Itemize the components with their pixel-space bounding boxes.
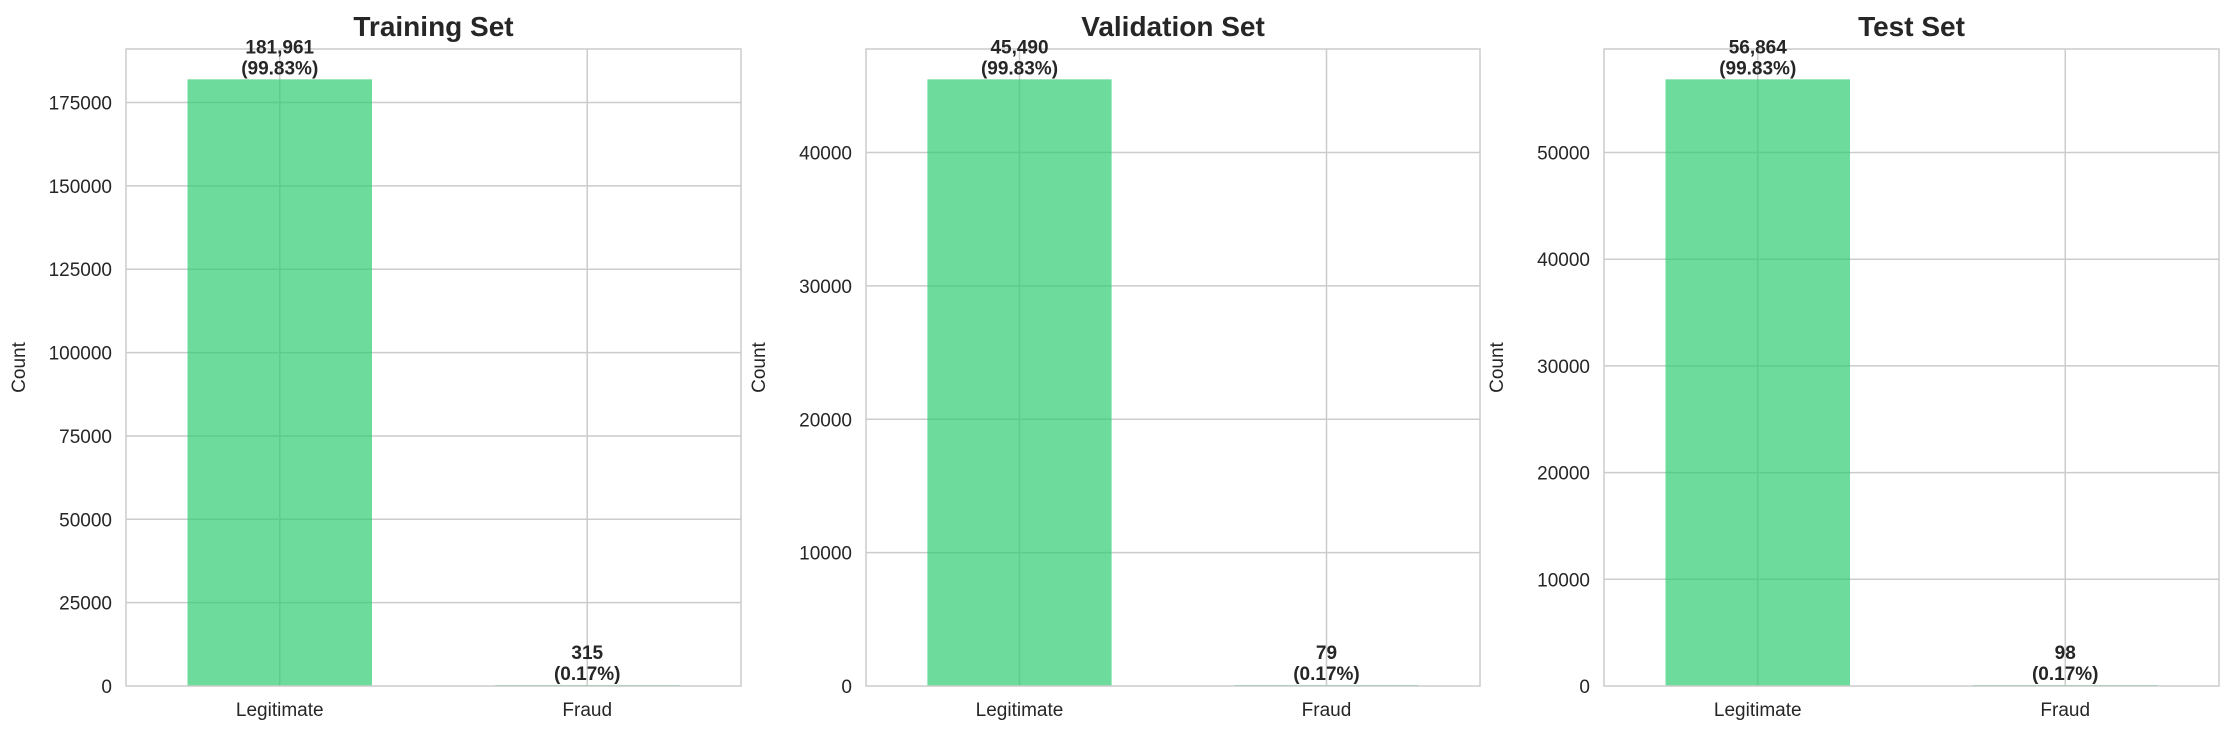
y-tick-label: 30000 — [799, 277, 852, 298]
plot-frame — [125, 48, 742, 687]
y-tick-label: 20000 — [1537, 464, 1590, 485]
y-tick-label: 10000 — [799, 544, 852, 565]
x-tick-label: Fraud — [2040, 700, 2090, 721]
bar-percent-label: (0.17%) — [1293, 664, 1360, 685]
y-tick-label: 175000 — [49, 94, 112, 115]
y-tick-label: 50000 — [59, 510, 112, 531]
bar-percent-label: (99.83%) — [981, 58, 1058, 79]
bar-percent-label: (99.83%) — [241, 58, 318, 79]
y-tick-label: 50000 — [1537, 144, 1590, 165]
y-axis-label: Count — [749, 341, 770, 392]
x-tick-label: Legitimate — [236, 700, 324, 721]
bar-legitimate — [1665, 79, 1850, 686]
y-tick-label: 0 — [841, 677, 852, 698]
bar-value-label: 315 — [571, 643, 603, 664]
y-tick-label: 75000 — [59, 427, 112, 448]
y-tick-label: 0 — [1579, 677, 1590, 698]
plot-frame — [865, 48, 1481, 687]
bar-value-label: 45,490 — [990, 37, 1048, 58]
y-tick-label: 20000 — [799, 410, 852, 431]
chart-panel-2: 0 10000 20000 30000 40000 Legitimate Fraud Coun… — [749, 11, 1481, 721]
x-tick-label: Fraud — [1302, 700, 1352, 721]
bar-value-label: 56,864 — [1729, 37, 1788, 58]
y-tick-label: 25000 — [59, 594, 112, 615]
bar-value-label: 98 — [2055, 643, 2076, 664]
bar-percent-label: (0.17%) — [2032, 664, 2099, 685]
bar-value-label: 181,961 — [245, 37, 314, 58]
chart-title: Validation Set — [1081, 11, 1265, 42]
x-tick-label: Legitimate — [1714, 700, 1802, 721]
bar-legitimate — [187, 79, 372, 686]
chart-panel-1: 0 25000 50000 75000 100000 125000 150000 175000… — [9, 11, 742, 721]
bar-percent-label: (0.17%) — [554, 664, 621, 685]
chart-title: Test Set — [1858, 11, 1965, 42]
bar-legitimate — [927, 79, 1112, 687]
y-tick-label: 125000 — [49, 260, 112, 281]
x-tick-label: Legitimate — [976, 700, 1064, 721]
chart-title: Training Set — [353, 11, 513, 42]
plot-frame — [1603, 48, 2220, 687]
y-axis-label: Count — [1487, 341, 1508, 392]
y-tick-label: 40000 — [1537, 250, 1590, 271]
y-tick-label: 30000 — [1537, 357, 1590, 378]
x-tick-label: Fraud — [562, 700, 612, 721]
y-tick-label: 40000 — [799, 144, 852, 165]
bar-percent-label: (99.83%) — [1719, 58, 1796, 79]
chart-panel-3: 0 10000 20000 30000 40000 50000 Legitimate Frau… — [1487, 11, 2220, 721]
y-tick-label: 0 — [101, 677, 112, 698]
y-tick-label: 10000 — [1537, 570, 1590, 591]
bar-value-label: 79 — [1316, 643, 1337, 664]
y-axis-label: Count — [9, 341, 30, 392]
y-tick-label: 150000 — [49, 177, 112, 198]
y-tick-label: 100000 — [49, 344, 112, 365]
